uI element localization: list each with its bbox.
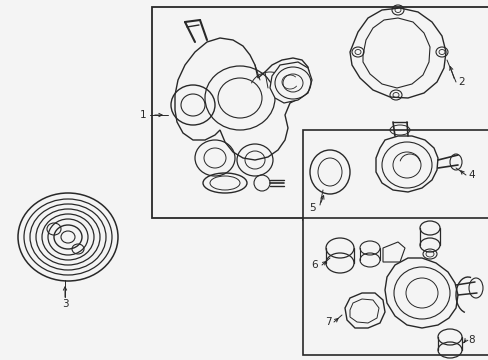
Polygon shape — [345, 293, 384, 328]
Bar — [303, 218, 488, 355]
Polygon shape — [384, 258, 457, 328]
Text: 7: 7 — [324, 317, 331, 327]
Polygon shape — [269, 62, 311, 103]
Text: 8: 8 — [468, 335, 474, 345]
Text: 2: 2 — [458, 77, 465, 87]
Polygon shape — [382, 242, 404, 262]
Polygon shape — [362, 18, 429, 88]
Text: 1: 1 — [140, 110, 146, 120]
Bar — [303, 130, 488, 220]
Polygon shape — [375, 136, 437, 192]
Text: 3: 3 — [61, 299, 68, 309]
Text: 6: 6 — [311, 260, 318, 270]
Text: 4: 4 — [468, 170, 474, 180]
Text: 5: 5 — [309, 203, 316, 213]
Polygon shape — [349, 299, 378, 323]
Polygon shape — [349, 8, 445, 98]
Bar — [152, 7, 488, 218]
Polygon shape — [175, 38, 309, 160]
